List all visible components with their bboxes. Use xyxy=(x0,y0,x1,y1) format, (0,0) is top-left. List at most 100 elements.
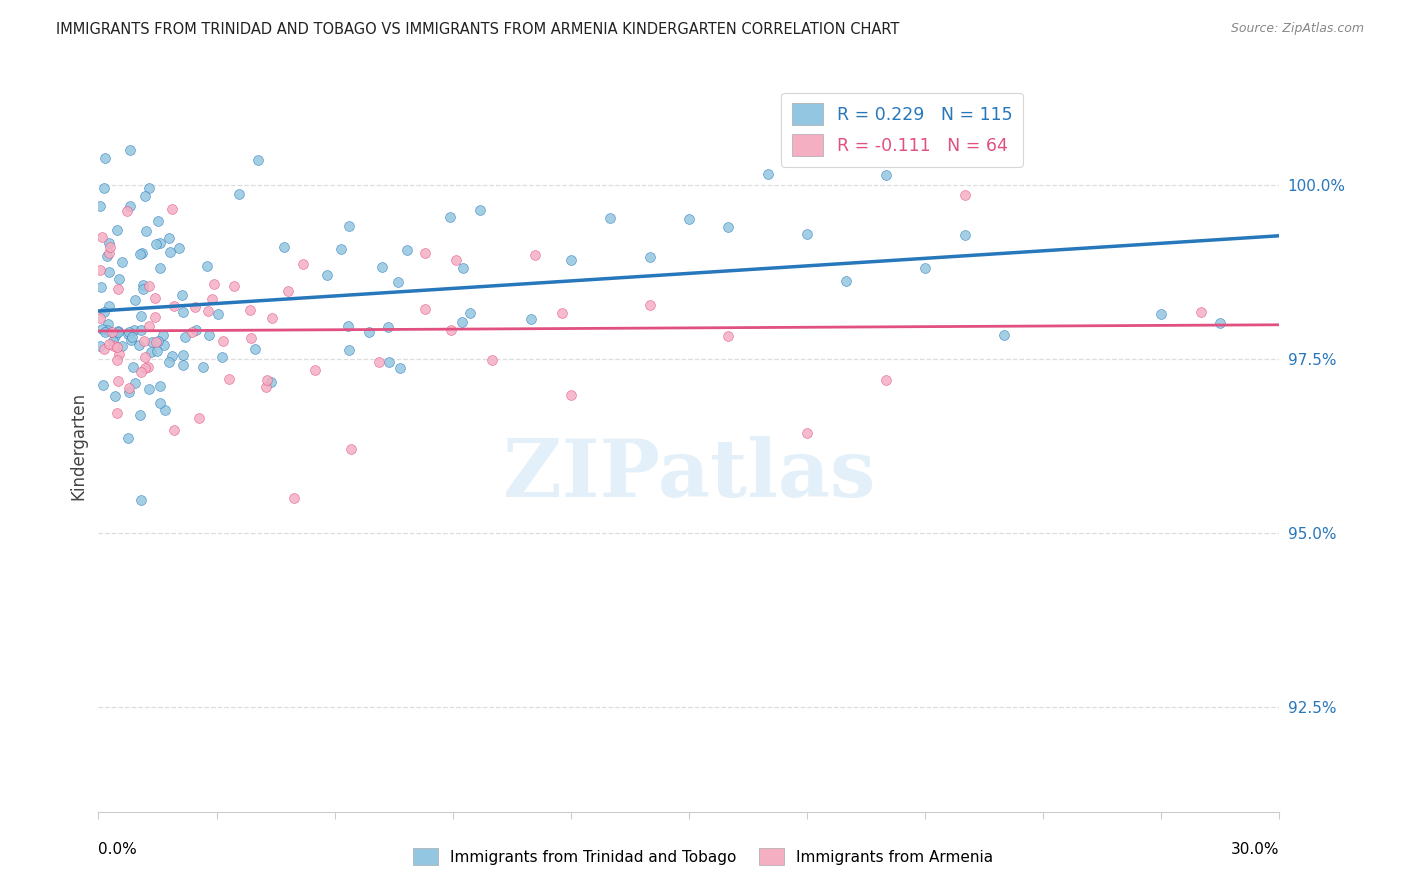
Point xyxy=(283,491,305,505)
Point xyxy=(378,354,401,368)
Point xyxy=(914,260,936,275)
Point xyxy=(638,298,661,312)
Point xyxy=(89,310,111,325)
Point xyxy=(98,246,121,260)
Text: ZIPatlas: ZIPatlas xyxy=(503,436,875,515)
Point xyxy=(835,275,858,289)
Point xyxy=(413,301,436,316)
Point xyxy=(440,323,463,337)
Text: 30.0%: 30.0% xyxy=(1232,842,1279,857)
Point xyxy=(143,310,166,325)
Point xyxy=(387,275,409,289)
Point xyxy=(93,343,115,357)
Point xyxy=(470,202,492,217)
Point xyxy=(89,262,111,277)
Point xyxy=(796,227,818,241)
Point xyxy=(224,278,246,293)
Point xyxy=(481,353,503,368)
Point xyxy=(118,199,141,213)
Point xyxy=(117,326,139,341)
Point xyxy=(134,350,156,364)
Point xyxy=(107,282,129,296)
Point xyxy=(153,403,176,417)
Point xyxy=(108,272,131,286)
Point xyxy=(330,242,353,256)
Point xyxy=(240,331,263,345)
Point xyxy=(337,219,360,233)
Point xyxy=(121,330,143,344)
Point xyxy=(316,268,339,283)
Point xyxy=(118,143,141,157)
Text: Source: ZipAtlas.com: Source: ZipAtlas.com xyxy=(1230,22,1364,36)
Point xyxy=(195,260,218,274)
Point xyxy=(138,181,160,195)
Point xyxy=(160,202,183,216)
Point xyxy=(460,306,482,320)
Point xyxy=(184,300,207,314)
Point xyxy=(157,355,180,369)
Point xyxy=(91,378,114,392)
Point xyxy=(96,323,118,337)
Point xyxy=(138,318,160,333)
Point xyxy=(599,211,621,226)
Point xyxy=(163,299,186,313)
Point xyxy=(134,334,156,348)
Point xyxy=(129,323,152,337)
Point xyxy=(97,337,120,351)
Point xyxy=(101,334,124,348)
Point xyxy=(377,320,399,334)
Point xyxy=(149,261,172,276)
Point xyxy=(129,492,152,507)
Point xyxy=(124,376,146,390)
Point xyxy=(152,327,174,342)
Point xyxy=(98,240,121,254)
Point xyxy=(97,265,120,279)
Point xyxy=(875,373,897,387)
Point xyxy=(124,293,146,308)
Y-axis label: Kindergarten: Kindergarten xyxy=(69,392,87,500)
Point xyxy=(129,309,152,323)
Point xyxy=(520,312,543,326)
Point xyxy=(304,362,326,376)
Point xyxy=(181,325,204,339)
Point xyxy=(184,323,207,337)
Point xyxy=(198,328,221,343)
Point xyxy=(97,299,120,313)
Point xyxy=(129,365,152,379)
Point xyxy=(153,338,176,352)
Point xyxy=(160,349,183,363)
Point xyxy=(560,253,582,268)
Point xyxy=(371,260,394,274)
Point xyxy=(115,203,138,218)
Point xyxy=(173,330,195,344)
Point xyxy=(122,323,145,337)
Point xyxy=(678,212,700,227)
Point xyxy=(90,280,112,294)
Point xyxy=(131,245,153,260)
Point xyxy=(638,250,661,264)
Point xyxy=(94,325,117,339)
Point xyxy=(97,317,120,331)
Point xyxy=(104,329,127,343)
Point xyxy=(246,153,269,168)
Point xyxy=(367,355,389,369)
Point xyxy=(197,304,219,318)
Point xyxy=(337,318,360,333)
Point xyxy=(135,224,157,238)
Point xyxy=(132,282,155,296)
Point xyxy=(93,181,115,195)
Point xyxy=(202,277,225,291)
Point xyxy=(277,285,299,299)
Point xyxy=(96,249,118,263)
Point xyxy=(172,358,194,372)
Point xyxy=(953,227,976,242)
Point xyxy=(107,325,129,339)
Point xyxy=(451,315,474,329)
Point xyxy=(108,347,131,361)
Point xyxy=(134,361,156,376)
Point xyxy=(118,381,141,395)
Point xyxy=(1150,307,1173,321)
Point xyxy=(172,305,194,319)
Point xyxy=(105,352,128,367)
Point xyxy=(239,303,262,318)
